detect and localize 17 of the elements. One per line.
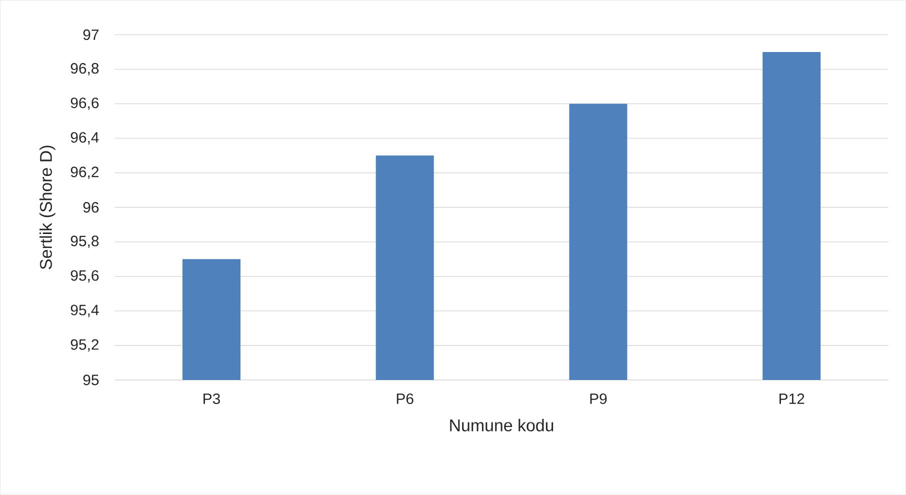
x-tick-label: P6 (396, 394, 414, 404)
y-tick-label: 95,2 (70, 339, 98, 352)
x-tick-label: P9 (590, 394, 607, 404)
x-axis-title: Numune kodu (450, 419, 554, 432)
y-tick-label: 95,8 (70, 236, 99, 248)
y-tick-label: 95,4 (70, 304, 99, 318)
x-tick-label: P12 (780, 394, 804, 404)
y-tick-label: 96 (83, 202, 99, 213)
x-tick-label: P3 (204, 394, 220, 404)
y-axis-title: Sertlik (Shore D) (40, 146, 56, 270)
y-tick-label: 96,4 (70, 132, 99, 145)
y-tick-label: 97 (83, 30, 98, 40)
y-tick-label: 96,2 (70, 166, 98, 180)
y-tick-label: 95,6 (70, 270, 99, 283)
y-tick-label: 96,6 (70, 98, 99, 110)
y-tick-label: 96,8 (70, 63, 99, 76)
y-tick-label: 95 (83, 374, 99, 386)
